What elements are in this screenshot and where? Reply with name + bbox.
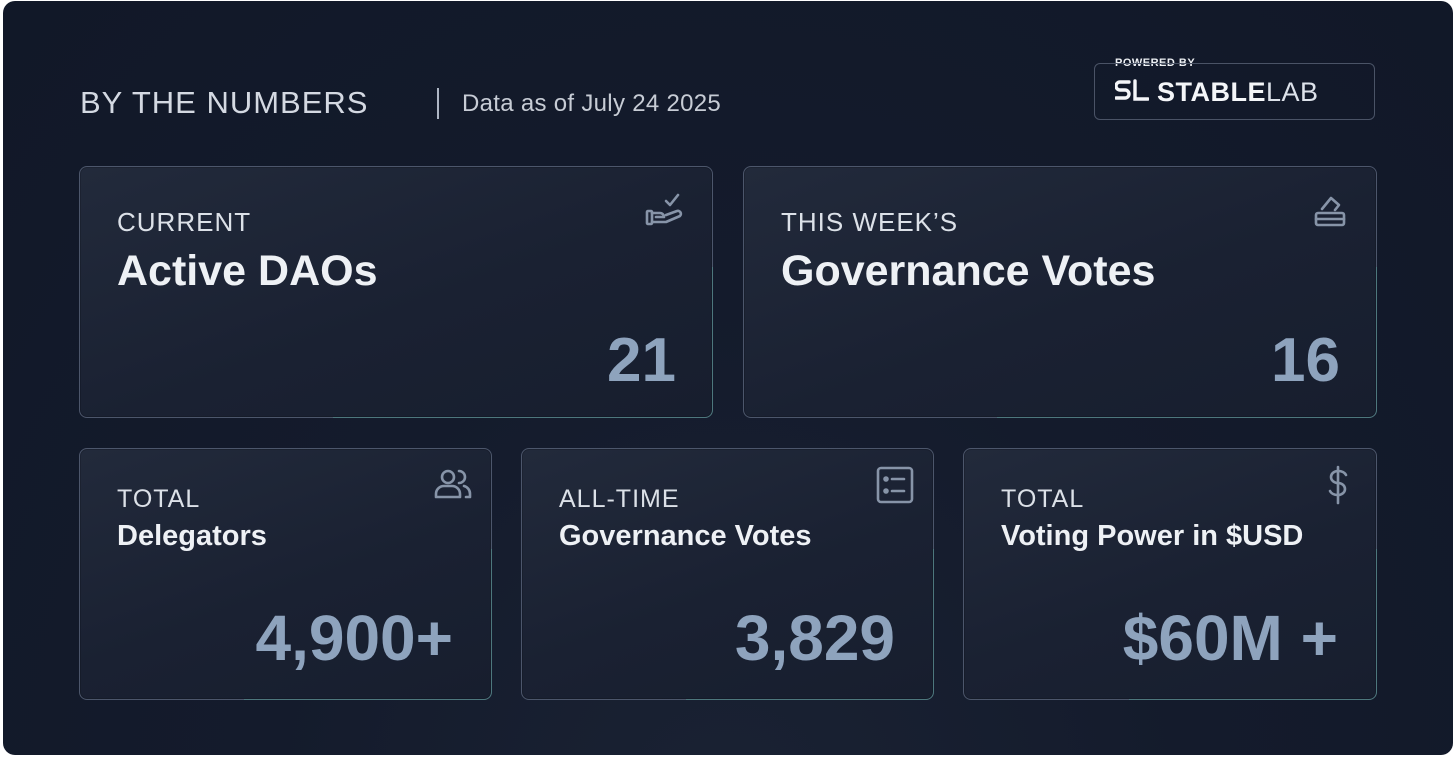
delegators-card: TOTAL Delegators 4,900+ bbox=[79, 448, 492, 700]
weekly-votes-card: THIS WEEK’S Governance Votes 16 bbox=[743, 166, 1377, 418]
list-icon bbox=[876, 466, 914, 504]
users-icon bbox=[434, 469, 472, 499]
voting-power-card: TOTAL Voting Power in $USD $60M + bbox=[963, 448, 1377, 700]
dollar-icon bbox=[1328, 465, 1348, 505]
logo-wordmark: STABLELAB bbox=[1157, 77, 1319, 108]
card-value: 4,900+ bbox=[255, 602, 453, 674]
card-value: 21 bbox=[607, 326, 676, 395]
header-divider bbox=[437, 88, 439, 119]
data-date: Data as of July 24 2025 bbox=[462, 90, 722, 117]
card-kicker: ALL-TIME bbox=[559, 485, 680, 513]
card-value: 3,829 bbox=[734, 602, 895, 674]
card-kicker: THIS WEEK’S bbox=[781, 207, 959, 237]
card-headline: Active DAOs bbox=[117, 247, 378, 295]
all-time-votes-card: ALL-TIME Governance Votes 3,829 bbox=[521, 448, 934, 700]
card-value: $60M + bbox=[1122, 602, 1338, 674]
logo-text-bold: STABLE bbox=[1157, 77, 1266, 107]
card-headline: Voting Power in $USD bbox=[1001, 520, 1304, 552]
page-title: BY THE NUMBERS bbox=[80, 85, 369, 120]
card-kicker: TOTAL bbox=[1001, 485, 1085, 513]
stablelab-logo[interactable]: STABLELAB bbox=[1094, 63, 1375, 120]
card-kicker: TOTAL bbox=[117, 485, 201, 513]
card-headline: Delegators bbox=[117, 520, 267, 552]
stats-panel: BY THE NUMBERS Data as of July 24 2025 P… bbox=[3, 1, 1453, 755]
card-headline: Governance Votes bbox=[559, 520, 812, 552]
active-daos-card: CURRENT Active DAOs 21 bbox=[79, 166, 713, 418]
card-headline: Governance Votes bbox=[781, 247, 1156, 295]
card-value: 16 bbox=[1271, 326, 1340, 395]
card-kicker: CURRENT bbox=[117, 207, 252, 237]
logo-text-light: LAB bbox=[1266, 77, 1319, 107]
sl-logo-mark-icon bbox=[1115, 79, 1149, 101]
ballot-box-icon bbox=[1314, 196, 1346, 227]
hand-check-icon bbox=[645, 193, 683, 226]
